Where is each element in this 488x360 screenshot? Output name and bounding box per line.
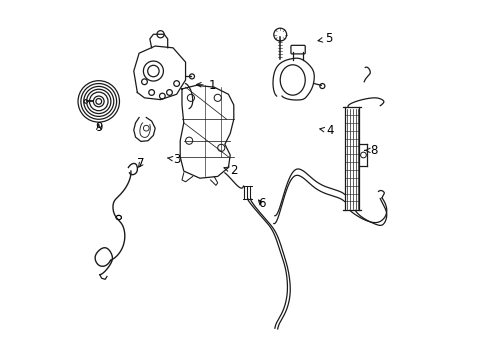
Circle shape <box>142 79 147 85</box>
Circle shape <box>214 94 221 102</box>
Circle shape <box>360 152 366 158</box>
Circle shape <box>143 125 149 131</box>
Circle shape <box>84 100 87 103</box>
Text: 1: 1 <box>196 79 216 92</box>
Circle shape <box>166 90 172 95</box>
Circle shape <box>148 90 154 95</box>
Text: 4: 4 <box>319 124 333 137</box>
Circle shape <box>143 61 163 81</box>
FancyBboxPatch shape <box>290 45 305 54</box>
Circle shape <box>185 137 192 144</box>
Circle shape <box>159 93 165 99</box>
Text: 5: 5 <box>317 32 331 45</box>
Circle shape <box>157 31 164 38</box>
Circle shape <box>273 28 286 41</box>
Circle shape <box>147 65 159 77</box>
Circle shape <box>173 81 179 86</box>
Text: 9: 9 <box>95 121 102 134</box>
Circle shape <box>93 96 104 107</box>
Text: 3: 3 <box>167 153 180 166</box>
Circle shape <box>96 99 102 104</box>
Text: 7: 7 <box>137 157 144 170</box>
Circle shape <box>319 84 324 89</box>
Text: 2: 2 <box>224 164 237 177</box>
Circle shape <box>187 94 194 102</box>
Text: 6: 6 <box>257 197 265 210</box>
Text: 8: 8 <box>364 144 377 157</box>
Circle shape <box>217 144 224 152</box>
Circle shape <box>189 74 194 79</box>
